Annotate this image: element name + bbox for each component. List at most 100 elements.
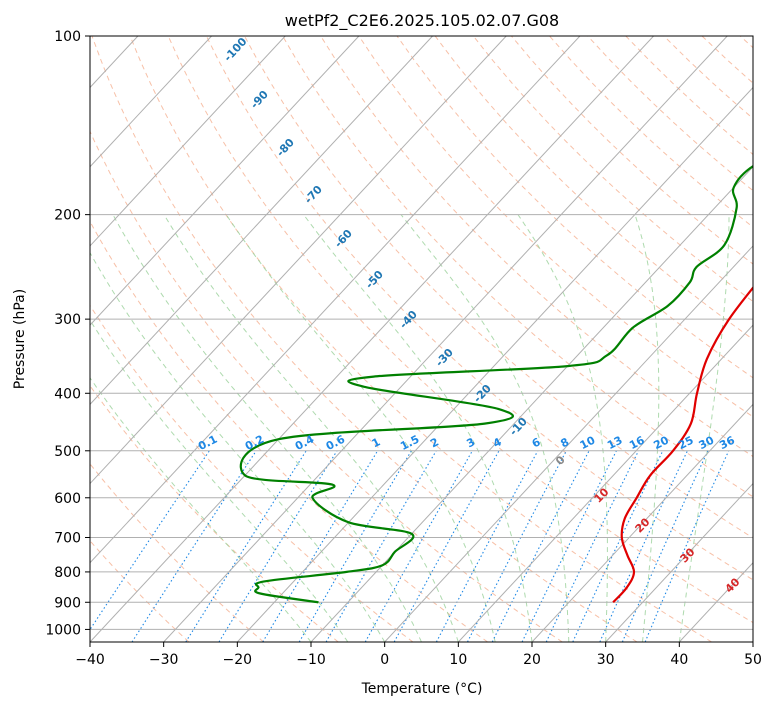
y-tick-label: 700 [54,531,81,547]
dry-adiabat [282,36,753,498]
mixing-ratio-label: 13 [605,434,625,453]
moist-adiabat-label: 20 [633,515,653,535]
x-tick-label: 20 [523,652,541,668]
y-tick-label: 200 [54,208,81,224]
mixing-ratio-line [521,450,617,642]
dewpoint-line [239,164,753,604]
x-tick-label: −20 [223,652,253,668]
y-axis: 100 200 300 400 500 600 700 800 900 1000 [45,29,90,638]
dry-adiabat [90,130,563,642]
dry-adiabat [434,36,753,340]
x-tick-label: 50 [744,652,762,668]
plot-frame [89,35,754,643]
isotherm [163,36,728,642]
isotherm [90,36,507,485]
moist-adiabat [634,214,660,642]
isotherm-label: -60 [332,227,355,251]
mixing-ratio-label: 36 [717,433,737,452]
moist-adiabat-label: 30 [678,545,698,565]
mixing-ratio-line [435,450,539,642]
moist-adiabat [90,376,312,642]
dry-adiabat [587,36,753,192]
dry-adiabat [663,36,753,120]
y-tick-label: 400 [54,386,81,402]
y-tick-label: 800 [54,565,81,581]
temperature-line [612,285,753,604]
dry-adiabat [396,36,753,379]
mixing-ratio-label: 10 [578,433,598,452]
y-tick-label: 600 [54,491,81,507]
x-tick-label: −30 [149,652,179,668]
isotherm [236,86,753,642]
x-tick-label: 10 [449,652,467,668]
moist-adiabat [112,214,422,642]
background-lines [0,36,753,642]
isotherm-label: -90 [248,88,271,112]
moist-adiabat [517,214,608,642]
dry-adiabat [129,36,712,642]
mixing-ratio-label: 0.1 [196,433,219,453]
isotherm [90,36,286,247]
mixing-ratio-label: 25 [676,434,696,453]
dry-adiabat [739,36,753,49]
moist-adiabat-label: 10 [592,485,612,505]
isotherm-label: -40 [397,308,420,332]
y-tick-label: 100 [54,29,81,45]
isotherm [0,36,64,642]
moist-adiabat [163,214,459,642]
dry-adiabat [90,463,264,642]
dry-adiabat [90,384,339,642]
mixing-ratio-label: 4 [491,435,504,450]
x-tick-label: −40 [75,652,105,668]
isotherm [90,36,581,564]
moist-adiabat [90,319,349,642]
mixing-ratio-label: 1.5 [398,433,421,453]
isotherm [90,36,212,168]
isotherm [457,324,753,642]
isotherm [90,36,433,406]
series-layer [239,164,753,604]
dry-adiabat [91,36,638,642]
dry-adiabat [90,220,488,642]
mixing-ratio-line [393,450,500,642]
x-tick-label: 30 [597,652,615,668]
mixing-ratio-label: 30 [697,433,717,452]
moist-adiabat [90,251,386,642]
y-axis-label: Pressure (hPa) [12,289,28,389]
isotherm [531,403,753,642]
mixing-ratio-line [185,450,307,642]
mixing-ratio-line [599,450,688,642]
dry-adiabat [90,304,414,642]
y-tick-label: 1000 [45,622,81,638]
x-tick-label: 40 [670,652,688,668]
isotherm [752,641,753,642]
mixing-ratio-label: 0.6 [324,433,348,454]
dry-adiabat [90,540,190,642]
mixing-ratio-line [90,450,210,631]
isotherm [90,36,360,326]
isotherm [310,165,753,642]
moist-adiabat [678,214,730,642]
inline-labels: -100-90-80-70-60-50-40-30-20-1000.1 0.2 0.… [196,35,743,596]
moist-adiabat [225,214,496,642]
mixing-ratio-label: 16 [627,433,647,452]
x-tick-label: 0 [380,652,389,668]
x-axis: −40 −30 −20 −10 0 10 20 30 40 50 [75,642,762,668]
mixing-ratio-line [572,450,664,642]
dry-adiabat [320,36,753,458]
isotherm [384,245,753,642]
moist-adiabat [303,214,533,642]
dry-adiabat [167,36,753,624]
chart-title: wetPf2_C2E6.2025.105.02.07.G08 [285,11,559,31]
mixing-ratio-label: 20 [651,433,671,452]
isotherm-label: 0 [553,453,568,468]
x-tick-label: −10 [296,652,326,668]
isotherm-label: -100 [221,35,250,64]
isotherm [605,482,753,642]
isotherm [90,36,654,642]
y-tick-label: 500 [54,444,81,460]
mixing-ratio-line [262,450,379,642]
x-axis-label: Temperature (°C) [361,681,483,697]
isotherm-label: -80 [274,136,297,160]
